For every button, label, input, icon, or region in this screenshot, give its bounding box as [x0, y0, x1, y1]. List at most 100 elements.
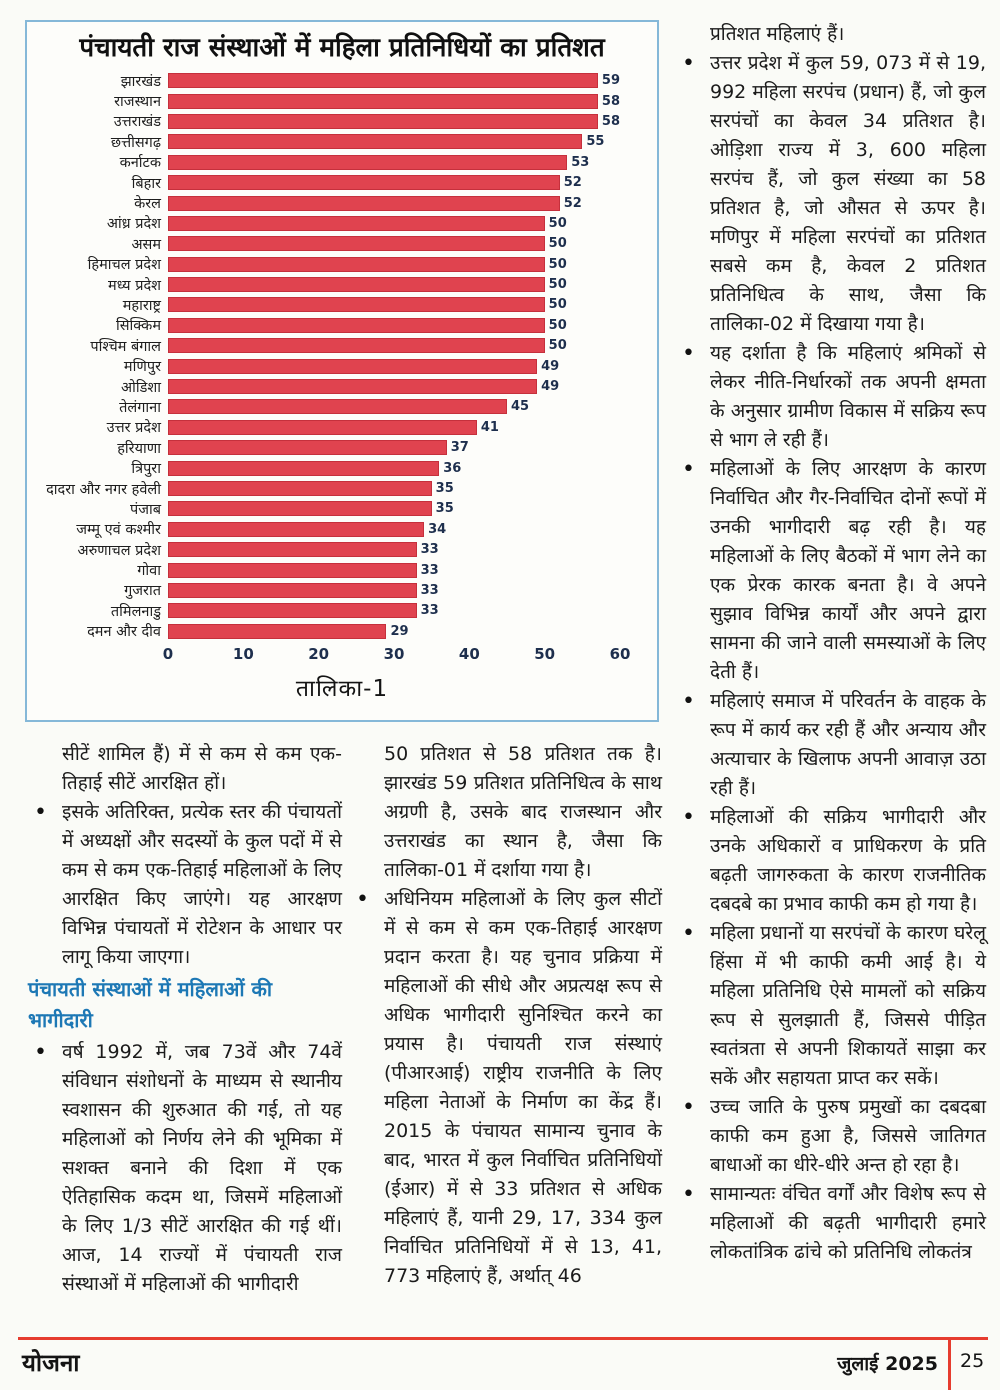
bar-label: त्रिपुरा [131, 461, 161, 478]
chart-row: मणिपुर 49 [33, 356, 647, 376]
bar-plot: 33 [168, 542, 620, 558]
bullet-paragraph: यह दर्शाता है कि महिलाएं श्रमिकों से लेक… [676, 339, 986, 455]
bar-label: हिमाचल प्रदेश [87, 257, 161, 274]
chart-row: हिमाचल प्रदेश 50 [33, 254, 647, 274]
bullet-paragraph: वर्ष 1992 में, जब 73वें और 74वें संविधान… [28, 1038, 342, 1299]
bar-plot: 35 [168, 481, 620, 496]
page-number: 25 [960, 1350, 985, 1372]
footer-rule [18, 1337, 988, 1340]
paragraph: 50 प्रतिशत से 58 प्रतिशत तक है। झारखंड 5… [384, 743, 662, 881]
bar-label: जम्मू एवं कश्मीर [76, 522, 161, 539]
bar [168, 379, 538, 395]
bar [168, 501, 432, 517]
bar-label: कर्नाटक [119, 155, 161, 172]
x-tick-label: 30 [383, 645, 405, 664]
bar-value: 50 [548, 236, 567, 252]
chart-row: पश्चिम बंगाल 50 [33, 336, 647, 356]
bar-value: 52 [563, 195, 582, 211]
bar-label: सिक्किम [115, 318, 161, 335]
chart-row: केरल 52 [33, 193, 647, 213]
bar-plot: 49 [168, 358, 620, 374]
x-tick-label: 20 [308, 645, 330, 664]
x-tick-label: 60 [609, 645, 631, 664]
chart-row: तेलंगाना 45 [33, 397, 647, 417]
chart-row: तमिलनाडु 33 [33, 601, 647, 621]
chart-row: आंध्र प्रदेश 50 [33, 213, 647, 233]
bar [168, 460, 440, 476]
bar [168, 603, 417, 619]
bar-plot: 50 [168, 297, 620, 313]
chart-row: महाराष्ट्र 50 [33, 295, 647, 315]
bar-plot: 52 [168, 175, 620, 191]
chart-row: उत्तर प्रदेश 41 [33, 417, 647, 437]
chart-row: उत्तराखंड 58 [33, 111, 647, 131]
bar-value: 49 [541, 358, 560, 374]
bullet-paragraph: इसके अतिरिक्त, प्रत्येक स्तर की पंचायतों… [28, 798, 342, 972]
bar-label: अरुणाचल प्रदेश [77, 542, 161, 559]
bar-plot: 36 [168, 460, 620, 476]
chart-row: असम 50 [33, 234, 647, 254]
bullet-paragraph: उच्च जाति के पुरुष प्रमुखों का दबदबा काफ… [676, 1093, 986, 1180]
bar [168, 338, 545, 354]
x-tick-label: 50 [534, 645, 556, 664]
chart-row: सिक्किम 50 [33, 315, 647, 335]
bar-plot: 37 [168, 440, 620, 456]
bar [168, 73, 598, 89]
bar-plot: 35 [168, 501, 620, 517]
bar-value: 50 [548, 338, 567, 354]
bar [168, 481, 432, 496]
right-column: प्रतिशत महिलाएं हैं। उत्तर प्रदेश में कुल… [676, 20, 986, 1267]
bar [168, 175, 560, 191]
bar-label: ओडिशा [121, 379, 161, 396]
bar [168, 358, 538, 374]
bar-label: झारखंड [120, 73, 161, 90]
bar-value: 52 [563, 175, 582, 191]
bar-value: 50 [548, 215, 567, 231]
bar-value: 29 [390, 623, 409, 639]
chart-row: मध्य प्रदेश 50 [33, 274, 647, 294]
bar-plot: 50 [168, 317, 620, 333]
bar-value: 58 [601, 113, 620, 129]
bar-plot: 50 [168, 256, 620, 272]
bar-label: तमिलनाडु [110, 603, 161, 620]
chart-panel: पंचायती राज संस्थाओं में महिला प्रतिनिधि… [25, 20, 659, 722]
bar [168, 419, 477, 435]
chart-row: बिहार 52 [33, 172, 647, 192]
chart-row: जम्मू एवं कश्मीर 34 [33, 519, 647, 539]
bar [168, 582, 417, 598]
bar-value: 50 [548, 256, 567, 272]
bar-plot: 50 [168, 338, 620, 354]
paragraph: सीटें शामिल हैं) में से कम से कम एक-तिहा… [62, 743, 342, 794]
bar-label: तेलंगाना [119, 399, 161, 416]
bar-value: 33 [420, 603, 439, 619]
chart-row: दादरा और नगर हवेली 35 [33, 478, 647, 498]
chart-row: अरुणाचल प्रदेश 33 [33, 539, 647, 559]
bar-value: 33 [420, 562, 439, 578]
bar-value: 36 [443, 460, 462, 476]
bullet-paragraph: महिलाएं समाज में परिवर्तन के वाहक के रूप… [676, 687, 986, 803]
x-tick-label: 40 [458, 645, 480, 664]
bar-plot: 33 [168, 562, 620, 578]
bar-plot: 59 [168, 73, 620, 89]
bar-label: छत्तीसगढ़ [110, 134, 161, 151]
bar-label: महाराष्ट्र [122, 297, 161, 314]
bar-plot: 58 [168, 93, 620, 109]
footer-divider [948, 1337, 951, 1390]
bar-value: 41 [480, 419, 499, 435]
bar-value: 50 [548, 277, 567, 293]
middle-column: 50 प्रतिशत से 58 प्रतिशत तक है। झारखंड 5… [350, 740, 662, 1291]
bullet-paragraph: महिलाओं के लिए आरक्षण के कारण निर्वाचित … [676, 455, 986, 687]
chart-caption: तालिका-1 [295, 676, 389, 703]
bar-plot: 53 [168, 154, 620, 170]
chart-row: गोवा 33 [33, 560, 647, 580]
bar [168, 277, 545, 293]
magazine-name: योजना [22, 1349, 80, 1377]
left-column: सीटें शामिल हैं) में से कम से कम एक-तिहा… [28, 740, 342, 1299]
bar [168, 317, 545, 333]
bar-plot: 55 [168, 134, 620, 150]
bar-value: 33 [420, 582, 439, 598]
bar-plot: 29 [168, 623, 620, 639]
bar-value: 50 [548, 317, 567, 333]
paragraph: प्रतिशत महिलाएं हैं। [710, 23, 845, 45]
